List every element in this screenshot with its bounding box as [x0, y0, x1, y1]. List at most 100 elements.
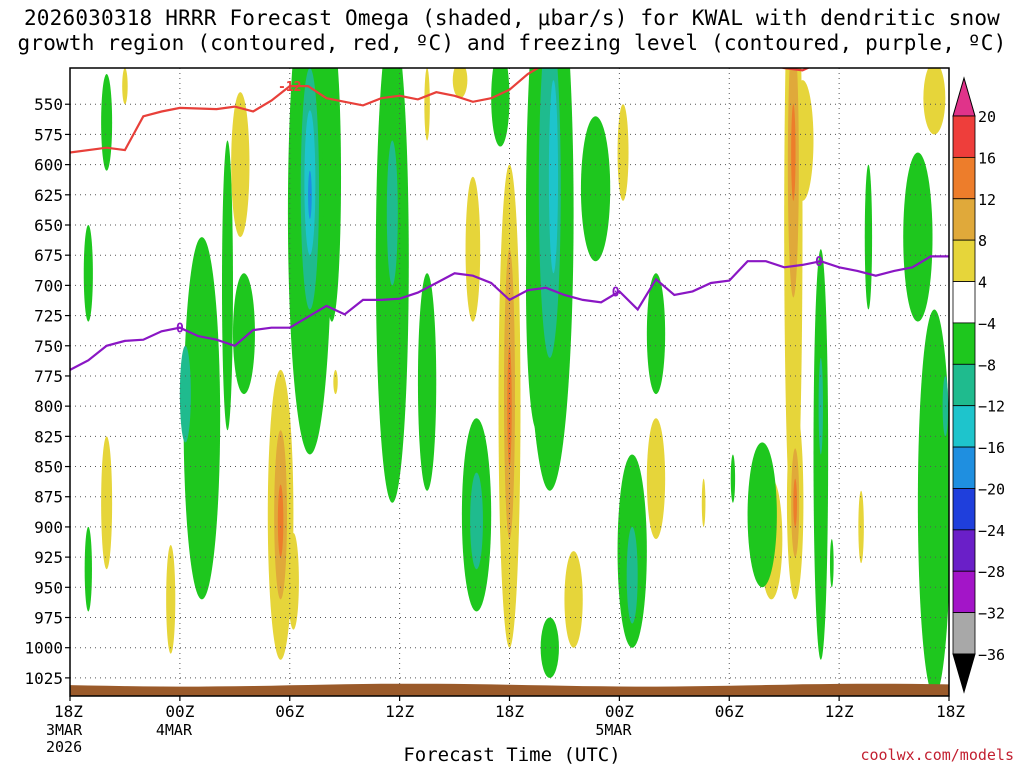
omega-region: [617, 104, 629, 201]
omega-region: [470, 472, 483, 570]
colorbar-bin: [952, 612, 976, 655]
y-tick-label: 675: [34, 246, 63, 265]
x-tick-label: 00Z: [165, 702, 194, 721]
colorbar-bin: [952, 115, 976, 158]
y-tick-label: 950: [34, 578, 63, 597]
omega-region: [84, 526, 92, 612]
x-tick-label: 00Z: [605, 702, 634, 721]
colorbar-label: 16: [978, 149, 996, 167]
y-tick-label: 775: [34, 367, 63, 386]
omega-region: [333, 369, 338, 395]
omega-region: [923, 68, 946, 135]
chart-title: 2026030318 HRRR Forecast Omega (shaded, …: [0, 6, 1024, 56]
x-tick-label: 12Z: [385, 702, 414, 721]
y-tick-label: 1000: [24, 639, 63, 658]
y-axis: 550 575 600 625 650 675 700 725 750 775 800 825 850 8…: [24, 95, 70, 688]
colorbar-label: −24: [978, 522, 1005, 540]
omega-region: [417, 273, 437, 491]
omega-region: [540, 617, 559, 678]
y-tick-label: 600: [34, 156, 63, 175]
y-tick-label: 900: [34, 518, 63, 537]
y-tick-label: 925: [34, 548, 63, 567]
chart-title-line-2: growth region (contoured, red, ºC) and f…: [17, 31, 1007, 55]
y-tick-label: 750: [34, 337, 63, 356]
x-tick-date: 4MAR: [156, 721, 193, 739]
y-tick-label: 800: [34, 397, 63, 416]
x-tick-label: 06Z: [715, 702, 744, 721]
x-tick-label: 12Z: [825, 702, 854, 721]
omega-region: [730, 454, 736, 503]
contour-label: 0: [176, 322, 184, 337]
colorbar-label: 4: [978, 274, 987, 292]
x-tick-year: 2026: [46, 738, 82, 756]
colorbar-bin: [952, 156, 976, 200]
omega-region: [646, 418, 666, 539]
omega-region: [308, 170, 312, 219]
omega-region: [626, 526, 638, 624]
colorbar-label: −36: [978, 646, 1005, 664]
contour-label: -12: [278, 80, 301, 95]
terrain-ground: [70, 683, 949, 696]
omega-region: [322, 68, 342, 322]
omega-region: [101, 436, 113, 570]
colorbar-label: −20: [978, 480, 1005, 498]
terrain-layer: [70, 683, 949, 696]
omega-region: [179, 345, 191, 443]
colorbar: 20 16 12 8 4 −4 −8 −12 −16 −20 −24 −28 −32 −36: [952, 76, 1005, 694]
y-tick-label: 575: [34, 125, 63, 144]
y-tick-label: 550: [34, 95, 63, 114]
omega-region: [864, 164, 873, 310]
x-tick-date: 5MAR: [595, 721, 632, 739]
omega-region: [83, 224, 93, 322]
colorbar-label: −4: [978, 315, 996, 333]
colorbar-label: −12: [978, 398, 1005, 416]
y-tick-label: 650: [34, 216, 63, 235]
x-tick-date: 3MAR: [46, 721, 83, 739]
y-tick-label: 725: [34, 307, 63, 326]
x-tick-label: 18Z: [936, 702, 965, 721]
omega-region: [829, 539, 834, 588]
omega-region: [465, 176, 481, 322]
omega-region: [232, 273, 255, 395]
colorbar-bin: [952, 529, 976, 572]
omega-region: [386, 140, 398, 286]
colorbar-label: 20: [978, 108, 996, 126]
omega-region: [813, 249, 829, 660]
y-tick-label: 850: [34, 458, 63, 477]
colorbar-label: 8: [978, 232, 987, 250]
omega-region: [221, 140, 233, 431]
omega-region: [166, 545, 176, 654]
colorbar-label: −32: [978, 605, 1005, 623]
omega-region: [747, 442, 777, 588]
omega-region: [793, 478, 798, 527]
x-tick-label: 18Z: [495, 702, 524, 721]
colorbar-label: −28: [978, 563, 1005, 581]
colorbar-bin: [952, 281, 976, 324]
colorbar-bin: [952, 363, 976, 407]
colorbar-bottom-triangle: [952, 653, 976, 694]
colorbar-bin: [952, 239, 976, 282]
y-tick-label: 825: [34, 427, 63, 446]
omega-region: [122, 68, 128, 105]
colorbar-label: −8: [978, 356, 996, 374]
y-tick-label: 1025: [24, 669, 63, 688]
colorbar-bin: [952, 405, 976, 448]
omega-region: [903, 152, 933, 322]
omega-region: [452, 68, 468, 99]
contour-label: 0: [815, 255, 823, 270]
colorbar-label: −16: [978, 439, 1005, 457]
omega-region: [424, 68, 430, 141]
contour-line-minus12: [70, 68, 811, 154]
omega-region: [101, 74, 113, 171]
contour-line-freezing: [70, 255, 949, 371]
omega-region: [548, 80, 559, 274]
omega-region: [564, 551, 583, 648]
colorbar-bin: [952, 322, 976, 365]
credit-text: coolwx.com/models: [860, 746, 1014, 764]
y-tick-label: 700: [34, 276, 63, 295]
x-tick-label: 18Z: [54, 702, 83, 721]
omega-region: [580, 116, 611, 262]
omega-region: [701, 478, 706, 527]
omega-region: [917, 309, 949, 696]
